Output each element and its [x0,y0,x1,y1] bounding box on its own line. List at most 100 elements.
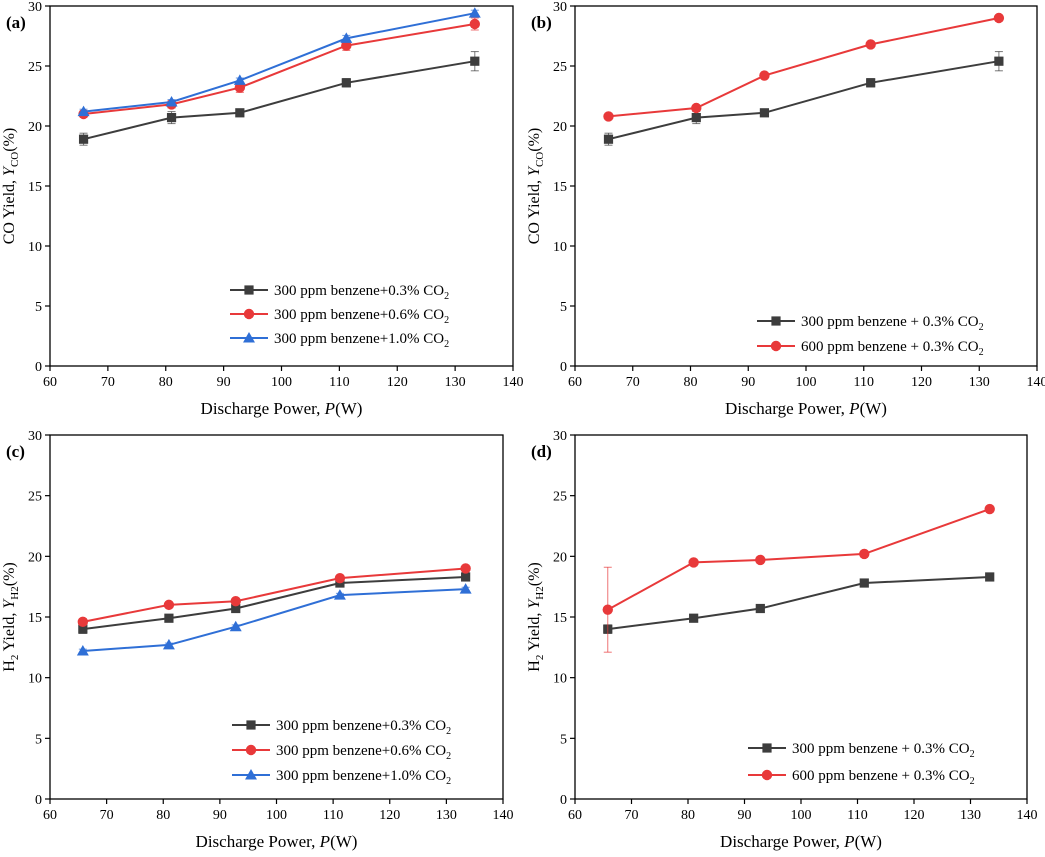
data-point [341,40,352,51]
data-point [334,572,346,584]
data-point [461,572,471,582]
y-tick-label: 10 [553,240,567,255]
data-point [164,613,174,623]
data-point [691,102,702,114]
chart-b: 60 70 80 90 100 110 120 130 140 0 5 10 15 20 25 30(b) Di… [526,0,1045,418]
data-point [985,572,995,582]
data-point [340,32,353,43]
y-tick-label: 10 [28,672,42,687]
y-axis-label: H2 Yield, YH2(%) [526,562,546,671]
data-point [78,134,89,144]
legend-label: 600 ppm benzene + 0.3% CO2 [801,339,984,358]
series-line [608,60,1000,141]
x-tick-label: 70 [100,808,114,823]
x-tick-label: 100 [266,808,287,823]
data-point [603,111,614,122]
y-axis-label: CO Yield, YCO(%) [1,128,21,244]
x-tick-label: 100 [796,375,817,390]
legend-label: 300 ppm benzene + 0.3% CO2 [801,314,984,333]
panel-c: 60 70 80 90 100 110 120 130 140 0 5 10 15 20 25 30 (c) Di… [0,428,522,857]
chart-c: 60 70 80 90 100 110 120 130 140 0 5 10 15 20 25 30(c) Di… [1,429,514,851]
data-point [755,554,766,566]
legend-marker [762,743,772,753]
x-tick-label: 130 [960,808,981,823]
legend-entry: 300 ppm benzene+0.6% CO2 [230,307,449,326]
x-tick-label: 80 [156,808,170,823]
chart-d: 60 70 80 90 100 110 120 130 140 0 5 10 15 20 25 30(d) Di… [526,429,1038,851]
data-point [688,557,699,568]
legend-marker [243,308,255,320]
data-point [77,105,90,117]
data-point [993,12,1005,24]
panel-label: (a) [6,13,26,32]
series-line [607,508,991,611]
legend-entry: 300 ppm benzene+0.6% CO2 [232,743,451,762]
x-tick-label: 120 [911,375,932,390]
legend-label: 300 ppm benzene+0.6% CO2 [276,743,451,762]
series-line [82,567,466,623]
x-tick-label: 130 [969,375,990,390]
legend-marker [761,769,773,781]
y-tick-label: 0 [560,793,567,808]
data-point [341,78,351,88]
data-point [230,596,241,607]
x-tick-label: 80 [681,808,695,823]
legend-label: 300 ppm benzene+0.3% CO2 [274,283,449,302]
series-line [82,575,466,631]
x-tick-label: 60 [43,375,57,390]
y-tick-label: 10 [28,240,42,255]
data-point [689,613,699,623]
data-point [984,503,995,515]
legend-label: 300 ppm benzene+0.6% CO2 [274,307,449,326]
series-1 [603,572,995,634]
data-point [162,638,175,650]
x-tick-label: 120 [387,375,408,390]
y-tick-label: 15 [28,180,42,195]
x-tick-label: 110 [854,375,874,390]
x-axis-label: Discharge Power, P(W) [720,832,882,851]
data-point [165,96,178,107]
chart-a: 60 70 80 90 100 110 120 130 140 0 5 10 15 20 25 30(a) Di… [1,0,524,418]
x-tick-label: 130 [436,808,457,823]
legend-entry: 300 ppm benzene+0.3% CO2 [232,718,451,737]
panel-label: (d) [531,442,552,461]
x-axis-label: Discharge Power, P(W) [201,399,363,418]
legend-label: 300 ppm benzene + 0.3% CO2 [792,741,975,760]
x-tick-label: 70 [101,375,115,390]
x-tick-label: 90 [738,808,752,823]
y-tick-label: 5 [560,732,567,747]
legend-marker [245,769,257,780]
x-tick-label: 60 [568,375,582,390]
panel-label: (b) [531,13,552,32]
x-tick-label: 140 [1027,375,1045,390]
y-tick-label: 5 [35,732,42,747]
y-tick-label: 0 [560,360,567,375]
y-tick-label: 25 [28,490,42,505]
x-tick-label: 70 [625,808,639,823]
legend-marker [244,285,254,295]
x-tick-label: 60 [43,808,57,823]
y-tick-label: 10 [553,672,567,687]
data-point [459,583,472,594]
x-tick-label: 130 [445,375,466,390]
data-point [234,82,246,93]
x-tick-label: 110 [329,375,349,390]
series-2 [602,503,995,653]
data-point [76,644,89,656]
y-tick-label: 15 [553,180,567,195]
x-tick-label: 80 [684,375,698,390]
series-2 [603,12,1005,122]
y-tick-label: 15 [28,611,42,626]
x-tick-label: 120 [904,808,925,823]
legend-entry: 300 ppm benzene + 0.3% CO2 [748,741,975,760]
series-3 [76,583,472,656]
data-point [866,78,876,88]
x-tick-label: 140 [493,808,514,823]
data-point [229,620,242,632]
legend-label: 300 ppm benzene+0.3% CO2 [276,718,451,737]
data-point [77,616,89,628]
legend-entry: 300 ppm benzene+1.0% CO2 [232,768,451,787]
data-point [603,134,614,144]
y-tick-label: 30 [553,429,567,444]
data-point [759,70,770,81]
